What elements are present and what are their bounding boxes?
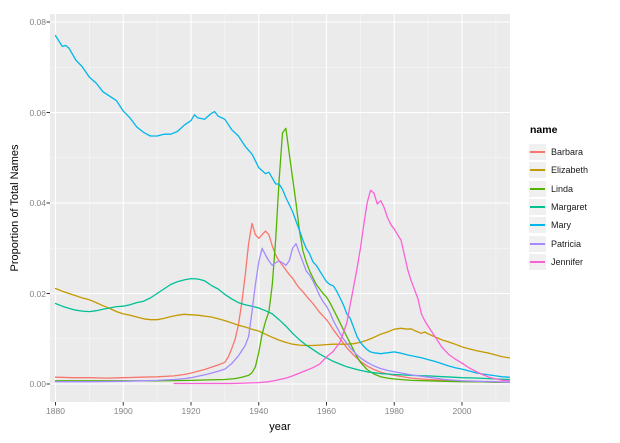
legend-key-swatch (529, 162, 546, 179)
line-mary (54, 34, 510, 378)
legend-entry-mary: Mary (529, 216, 588, 234)
legend-label: Patricia (551, 238, 582, 249)
y-tick-label: 0.00 (29, 379, 46, 389)
x-tick-label: 1980 (384, 406, 404, 416)
x-tick-label: 2000 (452, 406, 472, 416)
line-elizabeth (54, 287, 510, 359)
legend-key-swatch (529, 144, 546, 161)
legend-label: Elizabeth (551, 165, 589, 176)
legend-label: Jennifer (551, 256, 584, 267)
line-margaret (54, 277, 510, 381)
legend-entry-patricia: Patricia (529, 234, 588, 252)
line-jennifer (173, 189, 510, 385)
y-tick-label: 0.02 (29, 288, 46, 299)
y-axis-title: Proportion of Total Names (9, 144, 21, 272)
legend-entry-jennifer: Jennifer (529, 253, 588, 271)
legend: name Barbara Elizabeth Linda Margaret Mary Pa… (529, 124, 588, 271)
legend-key-swatch (529, 235, 546, 252)
legend-entry-margaret: Margaret (529, 198, 588, 216)
legend-label: Barbara (551, 147, 584, 158)
legend-entries: Barbara Elizabeth Linda Margaret Mary Patrici… (529, 143, 588, 271)
line-barbara (54, 222, 510, 383)
legend-label: Margaret (551, 202, 588, 213)
legend-label: Linda (551, 183, 574, 194)
legend-key-line-icon (530, 151, 545, 154)
panel-background (50, 14, 510, 402)
legend-entry-linda: Linda (529, 180, 588, 198)
legend-key-line-icon (530, 169, 545, 172)
x-axis-title: year (269, 421, 291, 433)
y-tick-label: 0.06 (29, 107, 46, 118)
legend-entry-elizabeth: Elizabeth (529, 161, 588, 179)
line-linda (54, 127, 510, 383)
legend-key-line-icon (530, 242, 545, 245)
legend-key-swatch (529, 217, 546, 234)
x-tick-label: 1960 (317, 406, 336, 416)
x-tick-label: 1880 (46, 406, 65, 416)
x-tick-label: 1940 (249, 406, 269, 416)
legend-key-line-icon (530, 187, 545, 190)
legend-key-swatch (529, 199, 546, 216)
legend-key-line-icon (530, 260, 545, 263)
legend-key-line-icon (530, 206, 545, 209)
x-tick-label: 1900 (113, 406, 133, 416)
line-patricia (54, 243, 510, 383)
legend-key-swatch (529, 253, 546, 270)
x-tick-label: 1920 (181, 406, 201, 416)
y-tick-label: 0.04 (29, 198, 46, 208)
legend-entry-barbara: Barbara (529, 143, 588, 161)
legend-label: Mary (551, 220, 571, 231)
legend-title: name (530, 124, 558, 136)
y-tick-label: 0.08 (29, 17, 46, 27)
legend-key-line-icon (530, 224, 545, 227)
legend-key-swatch (529, 180, 546, 197)
